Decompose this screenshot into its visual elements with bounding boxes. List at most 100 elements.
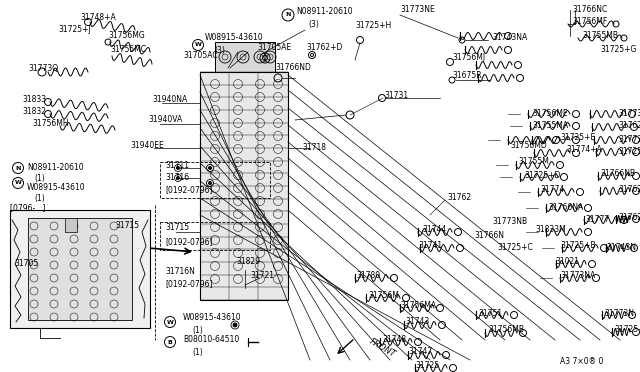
Text: 31762+A: 31762+A — [618, 214, 640, 222]
Bar — [160, 222, 270, 250]
Text: 31743N: 31743N — [606, 244, 636, 253]
Text: [0192-0796]: [0192-0796] — [165, 237, 212, 247]
Text: 31716: 31716 — [165, 173, 189, 182]
Text: 31940VA: 31940VA — [148, 115, 182, 125]
Text: 31748: 31748 — [382, 336, 406, 344]
Text: 31833M: 31833M — [535, 225, 566, 234]
Text: [0192-0796]: [0192-0796] — [165, 186, 212, 195]
Text: 31940EE: 31940EE — [130, 141, 164, 151]
Text: 31705AE: 31705AE — [257, 44, 291, 52]
Text: 31756MD: 31756MD — [510, 141, 547, 151]
Text: (3): (3) — [214, 45, 225, 55]
Text: 31773N: 31773N — [604, 310, 634, 318]
Text: (1): (1) — [192, 326, 203, 334]
Text: [0796-   ]: [0796- ] — [10, 203, 45, 212]
Text: N08911-20610: N08911-20610 — [296, 7, 353, 16]
Text: 31940NA: 31940NA — [152, 96, 188, 105]
Text: W: W — [15, 180, 21, 186]
Text: (1): (1) — [192, 347, 203, 356]
Text: W08915-43610: W08915-43610 — [205, 33, 264, 42]
Text: 31721: 31721 — [250, 270, 274, 279]
Text: 31756MJ: 31756MJ — [452, 54, 485, 62]
Text: 31725+G: 31725+G — [600, 45, 636, 55]
Text: 31766NA: 31766NA — [548, 202, 583, 212]
Text: N: N — [285, 13, 291, 17]
Text: 31711: 31711 — [165, 160, 189, 170]
Text: (3): (3) — [308, 19, 319, 29]
Bar — [160, 162, 270, 198]
Text: 31773NB: 31773NB — [492, 218, 527, 227]
Text: FRONT: FRONT — [368, 337, 397, 359]
Text: 31756ME: 31756ME — [532, 109, 568, 118]
Circle shape — [233, 323, 237, 327]
Text: 31725+J: 31725+J — [58, 25, 91, 33]
Bar — [10, 210, 150, 328]
Text: 31756MA: 31756MA — [400, 301, 436, 311]
Text: 31021: 31021 — [555, 257, 579, 266]
Text: 31756MH: 31756MH — [32, 119, 68, 128]
Text: W: W — [195, 42, 202, 48]
Text: 31725+C: 31725+C — [497, 244, 532, 253]
Text: 31766NB: 31766NB — [600, 170, 635, 179]
Text: 31716N: 31716N — [165, 267, 195, 276]
Text: 31705: 31705 — [14, 260, 38, 269]
Text: 31766ND: 31766ND — [275, 64, 311, 73]
Text: 31731: 31731 — [384, 92, 408, 100]
Text: 31829: 31829 — [236, 257, 260, 266]
Text: N08911-20610: N08911-20610 — [27, 164, 84, 173]
Circle shape — [177, 176, 179, 180]
Circle shape — [209, 182, 211, 185]
Text: 31762: 31762 — [447, 193, 471, 202]
Text: 31780: 31780 — [356, 270, 380, 279]
Text: 31773NE: 31773NE — [400, 6, 435, 15]
Text: 31725+A: 31725+A — [614, 326, 640, 334]
Bar — [200, 72, 288, 300]
Text: 31766NC: 31766NC — [572, 6, 607, 15]
Text: 31715: 31715 — [115, 221, 139, 230]
Bar — [215, 42, 275, 72]
Text: [0192-0796]: [0192-0796] — [165, 279, 212, 289]
Text: 31773NC: 31773NC — [618, 135, 640, 144]
Text: N: N — [15, 166, 20, 170]
Text: 31756M: 31756M — [368, 291, 399, 299]
Text: 31756MF: 31756MF — [572, 17, 607, 26]
Text: 31743NA: 31743NA — [492, 33, 527, 42]
Text: 31777: 31777 — [585, 215, 609, 224]
Text: 31762+B: 31762+B — [618, 186, 640, 195]
Text: 31725+F: 31725+F — [618, 148, 640, 157]
Circle shape — [177, 167, 179, 170]
Text: 31773NA: 31773NA — [560, 272, 595, 280]
Text: 31718: 31718 — [302, 144, 326, 153]
Text: W08915-43610: W08915-43610 — [27, 183, 86, 192]
Text: 31832: 31832 — [22, 108, 46, 116]
Text: (1): (1) — [34, 173, 45, 183]
Text: 31744: 31744 — [422, 225, 446, 234]
Text: B: B — [168, 340, 172, 344]
Text: 31748+A: 31748+A — [80, 13, 116, 22]
Text: 31756MB: 31756MB — [488, 326, 524, 334]
Text: 31715: 31715 — [165, 224, 189, 232]
Text: B08010-64510: B08010-64510 — [183, 336, 239, 344]
Text: 31675R: 31675R — [452, 71, 482, 80]
Text: A3 7×0® 0: A3 7×0® 0 — [560, 357, 604, 366]
Text: (1): (1) — [34, 193, 45, 202]
Text: 31756MG: 31756MG — [108, 31, 145, 39]
Circle shape — [209, 167, 211, 170]
Text: 31755MA: 31755MA — [532, 121, 568, 129]
Text: 31755MC: 31755MC — [110, 45, 146, 54]
Text: 31773ND: 31773ND — [618, 109, 640, 118]
Text: 31741: 31741 — [418, 241, 442, 250]
Text: 31766N: 31766N — [474, 231, 504, 240]
Text: 31725: 31725 — [415, 360, 439, 369]
Text: W08915-43610: W08915-43610 — [183, 314, 242, 323]
Text: 31774: 31774 — [540, 186, 564, 195]
Text: 31725+H: 31725+H — [355, 22, 391, 31]
Text: 31743: 31743 — [405, 317, 429, 327]
Text: 31725+B: 31725+B — [560, 241, 596, 250]
Bar — [28, 218, 132, 320]
Text: 31762+C: 31762+C — [618, 122, 640, 131]
Text: 31725+E: 31725+E — [560, 134, 595, 142]
Bar — [65, 218, 77, 232]
Text: 31751: 31751 — [478, 308, 502, 317]
Text: 31705AC: 31705AC — [183, 51, 218, 61]
